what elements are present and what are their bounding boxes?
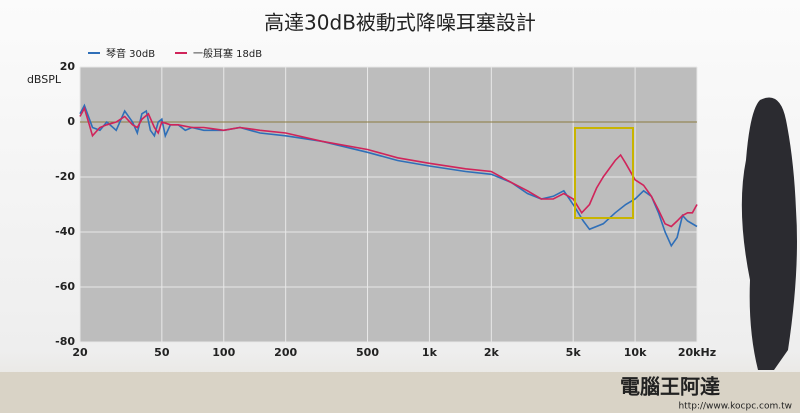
plot-area	[80, 67, 697, 342]
y-tick-label: 20	[60, 60, 76, 73]
y-axis-label: dBSPL	[27, 73, 62, 86]
watermark-brand: 電腦王阿達	[620, 375, 720, 399]
y-tick-label: -60	[55, 280, 75, 293]
x-tick-label: 200	[274, 346, 297, 359]
x-tick-label: 2k	[484, 346, 500, 359]
legend-label: 一般耳塞 18dB	[193, 47, 262, 60]
x-tick-label: 20	[72, 346, 88, 359]
watermark-url: http://www.kocpc.com.tw	[678, 402, 792, 412]
x-tick-label: 500	[356, 346, 379, 359]
x-tick-label: 20kHz	[678, 346, 716, 359]
series-line	[79, 106, 698, 228]
x-tick-label: 10k	[624, 346, 647, 359]
floor	[0, 372, 800, 413]
y-tick-label: -20	[55, 170, 75, 183]
chart-title: 高達30dB被動式降噪耳塞設計	[264, 11, 536, 35]
person-figure	[741, 97, 797, 370]
y-tick-label: -40	[55, 225, 75, 238]
x-tick-label: 1k	[422, 346, 438, 359]
highlight-box	[574, 127, 634, 219]
x-tick-label: 100	[212, 346, 235, 359]
y-tick-label: -80	[55, 335, 75, 348]
x-tick-label: 50	[154, 346, 170, 359]
y-tick-label: 0	[67, 115, 75, 128]
series-group	[79, 103, 698, 248]
x-tick-label: 5k	[566, 346, 582, 359]
legend-label: 琴音 30dB	[106, 47, 155, 60]
